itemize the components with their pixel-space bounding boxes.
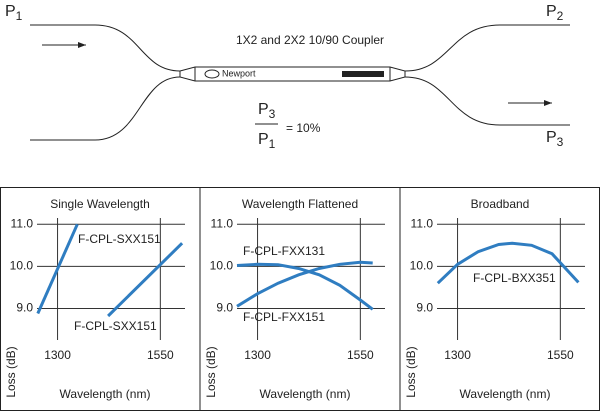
- fiber: [30, 24, 181, 72]
- x-tick-label: 1300: [44, 348, 71, 362]
- y-tick-label: 11.0: [411, 216, 434, 230]
- formula-numerator: P3: [258, 101, 276, 121]
- logo-mark: [204, 69, 220, 79]
- coupler-bar: [342, 71, 384, 77]
- x-axis-label: Wavelength (nm): [60, 387, 151, 401]
- formula-symbol: P: [258, 101, 269, 118]
- y-axis-label: Loss (dB): [404, 346, 418, 397]
- port-symbol: P: [5, 3, 16, 20]
- x-tick-label: 1300: [244, 348, 271, 362]
- diagram-title: 1X2 and 2X2 10/90 Coupler: [236, 33, 384, 47]
- chart-title: Wavelength Flattened: [242, 197, 358, 211]
- x-axis-label: Wavelength (nm): [260, 387, 351, 401]
- port-label: P1: [5, 3, 23, 23]
- y-tick-label: 11.0: [211, 216, 234, 230]
- line-series: [107, 242, 184, 318]
- y-tick-label: 10.0: [410, 259, 434, 273]
- formula-result: = 10%: [286, 121, 321, 135]
- formula-index: 3: [269, 107, 276, 121]
- y-tick-label: 10.0: [10, 259, 34, 273]
- x-axis-label: Wavelength (nm): [460, 387, 551, 401]
- y-tick-label: 9.0: [416, 301, 433, 315]
- logo-text: Newport: [222, 68, 256, 78]
- port-symbol: P: [546, 129, 557, 146]
- x-tick-label: 1550: [547, 348, 574, 362]
- line-series: [436, 241, 580, 285]
- series-label: F-CPL-FXX131: [243, 244, 325, 258]
- series-label: F-CPL-SXX151: [74, 319, 157, 333]
- chart-title: Broadband: [471, 197, 530, 211]
- coupler-body: [179, 66, 406, 82]
- fiber: [30, 76, 181, 141]
- coupler-diagram: [30, 24, 570, 141]
- fiber: [404, 24, 570, 72]
- x-tick-label: 1550: [347, 348, 374, 362]
- y-tick-label: 9.0: [16, 301, 33, 315]
- series-label: F-CPL-FXX151: [243, 310, 325, 324]
- line-series: [236, 260, 373, 308]
- port-symbol: P: [546, 3, 557, 20]
- formula-symbol: P: [258, 131, 269, 148]
- series-label: F-CPL-BXX351: [473, 271, 556, 285]
- x-tick-label: 1300: [444, 348, 471, 362]
- port-label: P3: [546, 129, 564, 149]
- panel-frame: [0, 187, 600, 411]
- formula-index: 1: [269, 137, 276, 151]
- chart-title: Single Wavelength: [50, 197, 150, 211]
- y-tick-label: 10.0: [210, 259, 234, 273]
- port-label: P2: [546, 3, 564, 23]
- line-series: [36, 223, 79, 315]
- y-axis-label: Loss (dB): [4, 346, 18, 397]
- series-label: F-CPL-SXX151: [78, 232, 161, 246]
- y-tick-label: 11.0: [11, 216, 34, 230]
- y-tick-label: 9.0: [216, 301, 233, 315]
- fiber: [404, 76, 570, 126]
- port-index: 1: [16, 9, 23, 23]
- port-index: 3: [557, 135, 564, 149]
- formula-denominator: P1: [258, 131, 276, 151]
- port-index: 2: [557, 9, 564, 23]
- x-tick-label: 1550: [147, 348, 174, 362]
- y-axis-label: Loss (dB): [204, 346, 218, 397]
